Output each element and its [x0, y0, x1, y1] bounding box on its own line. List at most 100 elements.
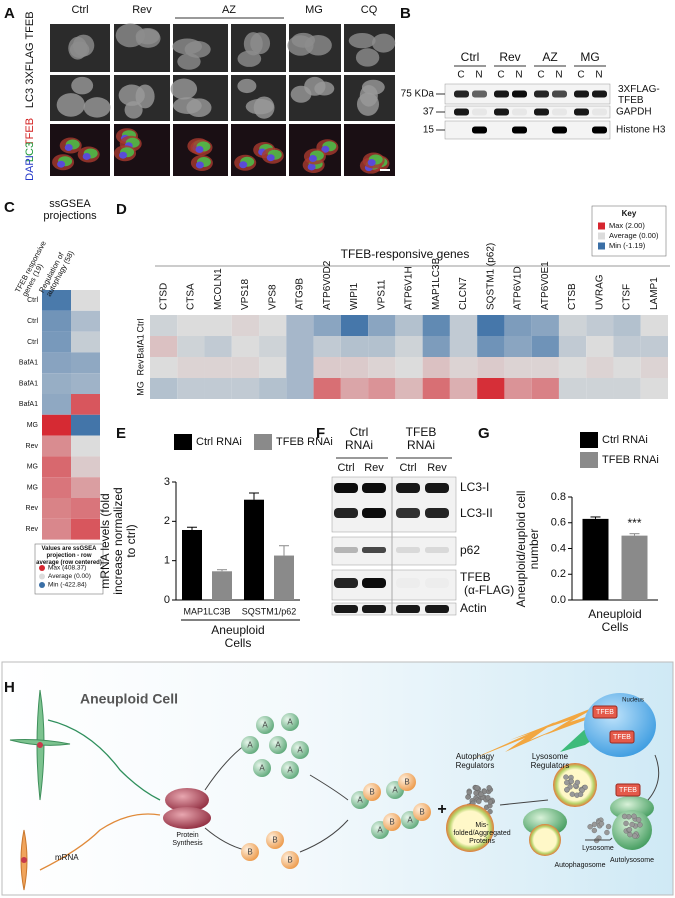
signal-arrow: [470, 715, 590, 760]
legend-swatch: [254, 434, 272, 450]
band: [472, 90, 487, 98]
band: [396, 605, 420, 613]
heat-cell: [42, 456, 71, 478]
legend-label: Ctrl RNAi: [602, 434, 648, 446]
key-label: Min (-1.19): [609, 241, 646, 250]
heat-cell: [477, 357, 505, 378]
column-header: AZ: [222, 4, 236, 16]
autolysosome-label: Autolysosome: [610, 857, 654, 864]
band: [425, 547, 449, 553]
band: [592, 108, 607, 116]
band: [552, 126, 567, 134]
heat-cell: [204, 315, 232, 336]
protein-letter: B: [404, 778, 409, 787]
band-label: Histone H3: [616, 125, 666, 136]
band: [552, 90, 567, 98]
heat-cell: [42, 331, 71, 353]
heat-cell: [613, 357, 641, 378]
band: [362, 605, 386, 613]
heat-cell: [449, 336, 478, 357]
plus: +: [437, 801, 446, 818]
gene-label: VPS11: [376, 279, 387, 310]
heat-cell: [395, 378, 423, 399]
gene-label: ATP6V1D: [513, 266, 524, 310]
column-header: Ctrl: [71, 4, 88, 16]
aggregate: [621, 813, 628, 820]
legend-swatch: [580, 432, 598, 448]
band: [534, 108, 549, 116]
protein-letter: A: [287, 766, 293, 775]
nucleus: [321, 145, 330, 153]
gene-label: CTSF: [622, 284, 633, 310]
cell: [71, 76, 94, 95]
nucleus: [195, 145, 204, 153]
heat-cell: [640, 357, 668, 378]
heat-cell: [150, 357, 178, 378]
x-axis-label: Aneuploid Cells: [588, 607, 642, 634]
heat-cell: [586, 336, 614, 357]
lane-label: Rev: [427, 462, 447, 474]
heat-cell: [150, 378, 178, 399]
dna: [47, 719, 161, 801]
ribosome: [163, 807, 211, 829]
protein-a: [241, 736, 259, 754]
band: [512, 90, 527, 98]
heat-cell: [313, 336, 341, 357]
heat-cell: [613, 336, 641, 357]
cell: [245, 98, 274, 115]
legend-label: TFEB RNAi: [276, 436, 333, 448]
aggregate: [623, 820, 629, 827]
heat-cell: [286, 315, 314, 336]
protein-a: [281, 761, 299, 779]
aggregate: [604, 829, 610, 836]
band: [425, 508, 449, 518]
x-axis-label: Aneuploid Cells: [211, 623, 265, 650]
bar: [244, 499, 264, 600]
key-label: Average (0.00): [48, 573, 91, 580]
gene-label: CLCN7: [458, 277, 469, 310]
aggregate: [564, 786, 570, 793]
aggregate: [629, 821, 635, 828]
autophagosome: [529, 824, 561, 856]
y-tick-label: 0.0: [551, 594, 566, 606]
gene-label: SQSTM1 (p62): [485, 243, 496, 310]
mrna-strand: [39, 813, 161, 871]
gene-label: MAP1LC3B: [431, 257, 442, 310]
band-label: LC3-II: [460, 506, 493, 520]
panel-label: H: [4, 679, 15, 696]
key-label: Max (2.00): [609, 221, 645, 230]
marker-label: 15: [423, 125, 435, 136]
fraction: N: [595, 70, 602, 81]
aggregate: [577, 791, 584, 797]
heat-cell: [177, 336, 205, 357]
heat-cell: [71, 331, 100, 353]
cell: [173, 97, 202, 114]
heat-cell: [71, 414, 100, 436]
protein-a: [281, 713, 299, 731]
gene-label: ATP6V0D2: [322, 260, 333, 310]
aggregate: [485, 795, 491, 801]
aggregate: [568, 778, 574, 785]
heat-cell: [259, 357, 287, 378]
aggregate: [635, 817, 642, 823]
row-label: Rev: [26, 505, 39, 512]
aggregate: [476, 798, 482, 805]
protein-letter: B: [419, 808, 424, 817]
band: [362, 508, 386, 518]
lane-label: Ctrl: [399, 462, 416, 474]
heat-cell: [42, 435, 71, 457]
aggregate: [631, 813, 637, 819]
heat-cell: [340, 378, 369, 399]
heat-cell: [71, 456, 100, 478]
row-label: BafA1: [19, 401, 38, 408]
fraction: C: [457, 70, 464, 81]
heat-cell: [368, 315, 396, 336]
cell: [371, 33, 396, 53]
heat-cell: [42, 498, 71, 519]
panel-title: ssGSEA projections: [43, 198, 97, 222]
protein-letter: A: [392, 786, 398, 795]
cell: [237, 50, 262, 67]
centromere: [37, 742, 43, 748]
band: [334, 483, 358, 493]
heat-cell: [368, 336, 396, 357]
